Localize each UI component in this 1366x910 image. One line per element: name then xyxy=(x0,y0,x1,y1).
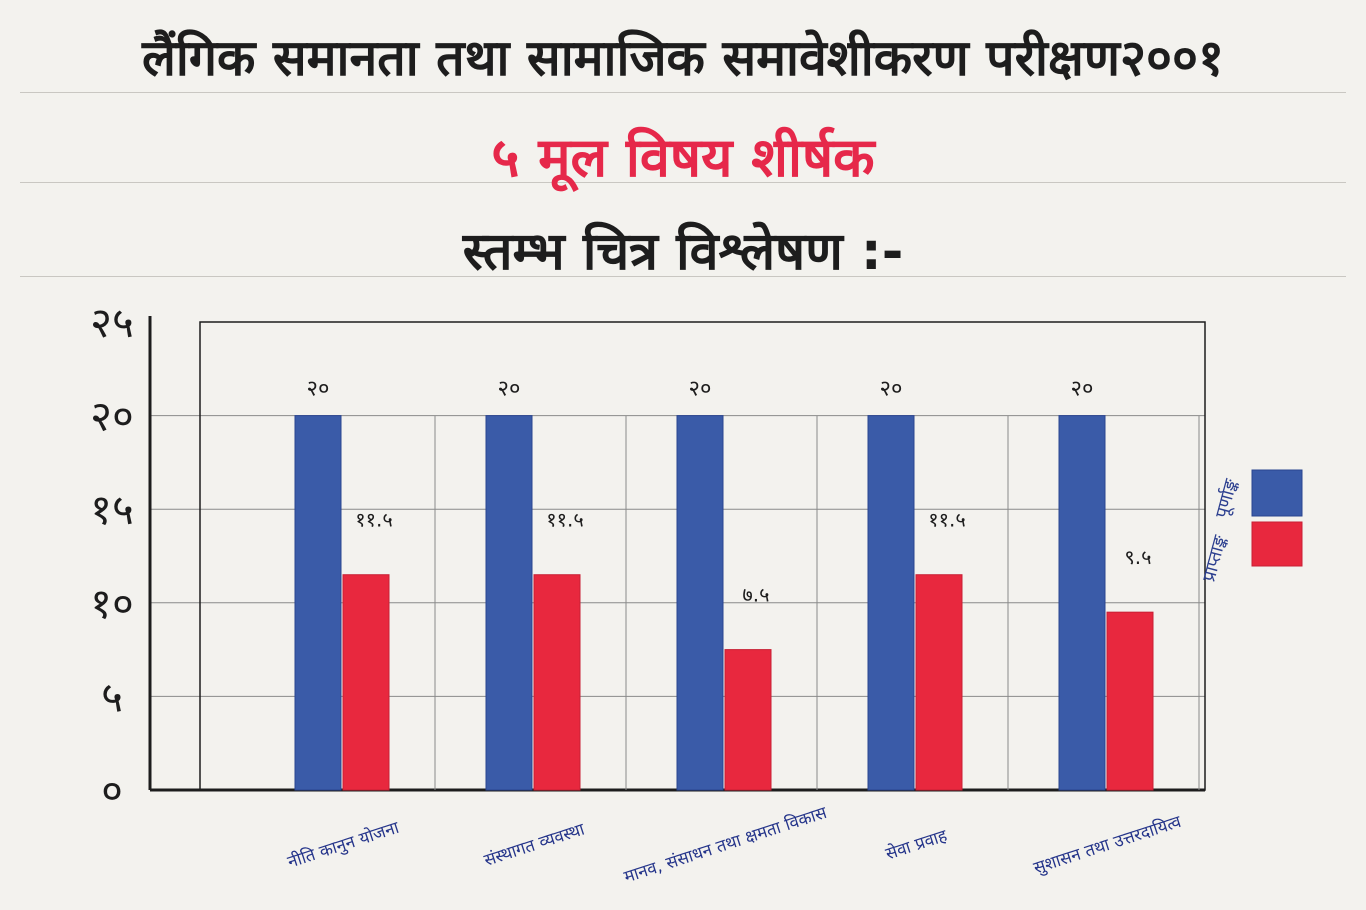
data-label: ९.५ xyxy=(1124,545,1151,569)
bar-obtained-marks xyxy=(1106,611,1154,791)
bar-full-marks xyxy=(867,415,915,791)
bar-obtained-marks xyxy=(724,649,772,791)
data-label: २० xyxy=(689,377,712,402)
y-tick-label: १५ xyxy=(90,485,134,534)
bar-obtained-marks xyxy=(342,574,390,791)
x-tick-label: मानव, संसाधन तथा क्षमता विकास xyxy=(621,802,830,888)
x-tick-label: सेवा प्रवाह xyxy=(883,825,951,865)
page-title: लैंगिक समानता तथा सामाजिक समावेशीकरण परी… xyxy=(142,29,1224,87)
y-tick-label: ५ xyxy=(101,672,123,721)
x-tick-label: संस्थागत व्यवस्था xyxy=(482,819,588,870)
y-tick-label: २५ xyxy=(90,298,134,347)
data-label: २० xyxy=(880,377,903,402)
y-tick-label: १० xyxy=(90,579,134,628)
y-tick-label: ० xyxy=(101,766,123,815)
bar-full-marks xyxy=(1058,415,1106,791)
data-label: २० xyxy=(307,377,330,402)
data-label: २० xyxy=(1071,377,1094,402)
data-label: ११.५ xyxy=(546,508,584,532)
bar-obtained-marks xyxy=(533,574,581,791)
bar-obtained-marks xyxy=(915,574,963,791)
legend-swatch-full-marks xyxy=(1251,469,1303,517)
x-tick-label: नीति कानुन योजना xyxy=(285,817,402,873)
ruled-line xyxy=(20,276,1346,277)
data-label: ७.५ xyxy=(742,583,769,607)
page-subtitle: ५ मूल विषय शीर्षक xyxy=(491,126,875,189)
legend-label-full-marks: पूर्णाङ्क xyxy=(1210,476,1242,520)
ruled-line xyxy=(20,92,1346,93)
data-label: ११.५ xyxy=(355,508,393,532)
legend-swatch-obtained-marks xyxy=(1251,521,1303,567)
bar-full-marks xyxy=(676,415,724,791)
bar-full-marks xyxy=(485,415,533,791)
data-label: ११.५ xyxy=(928,508,966,532)
section-heading: स्तम्भ चित्र विश्लेषण :- xyxy=(462,222,904,282)
legend-label-obtained-marks: प्राप्ताङ्क xyxy=(1198,533,1231,584)
x-tick-label: सुशासन तथा उत्तरदायित्व xyxy=(1031,811,1184,879)
y-tick-label: २० xyxy=(90,392,134,441)
data-label: २० xyxy=(498,377,521,402)
bar-full-marks xyxy=(294,415,342,791)
ruled-line xyxy=(20,182,1346,183)
